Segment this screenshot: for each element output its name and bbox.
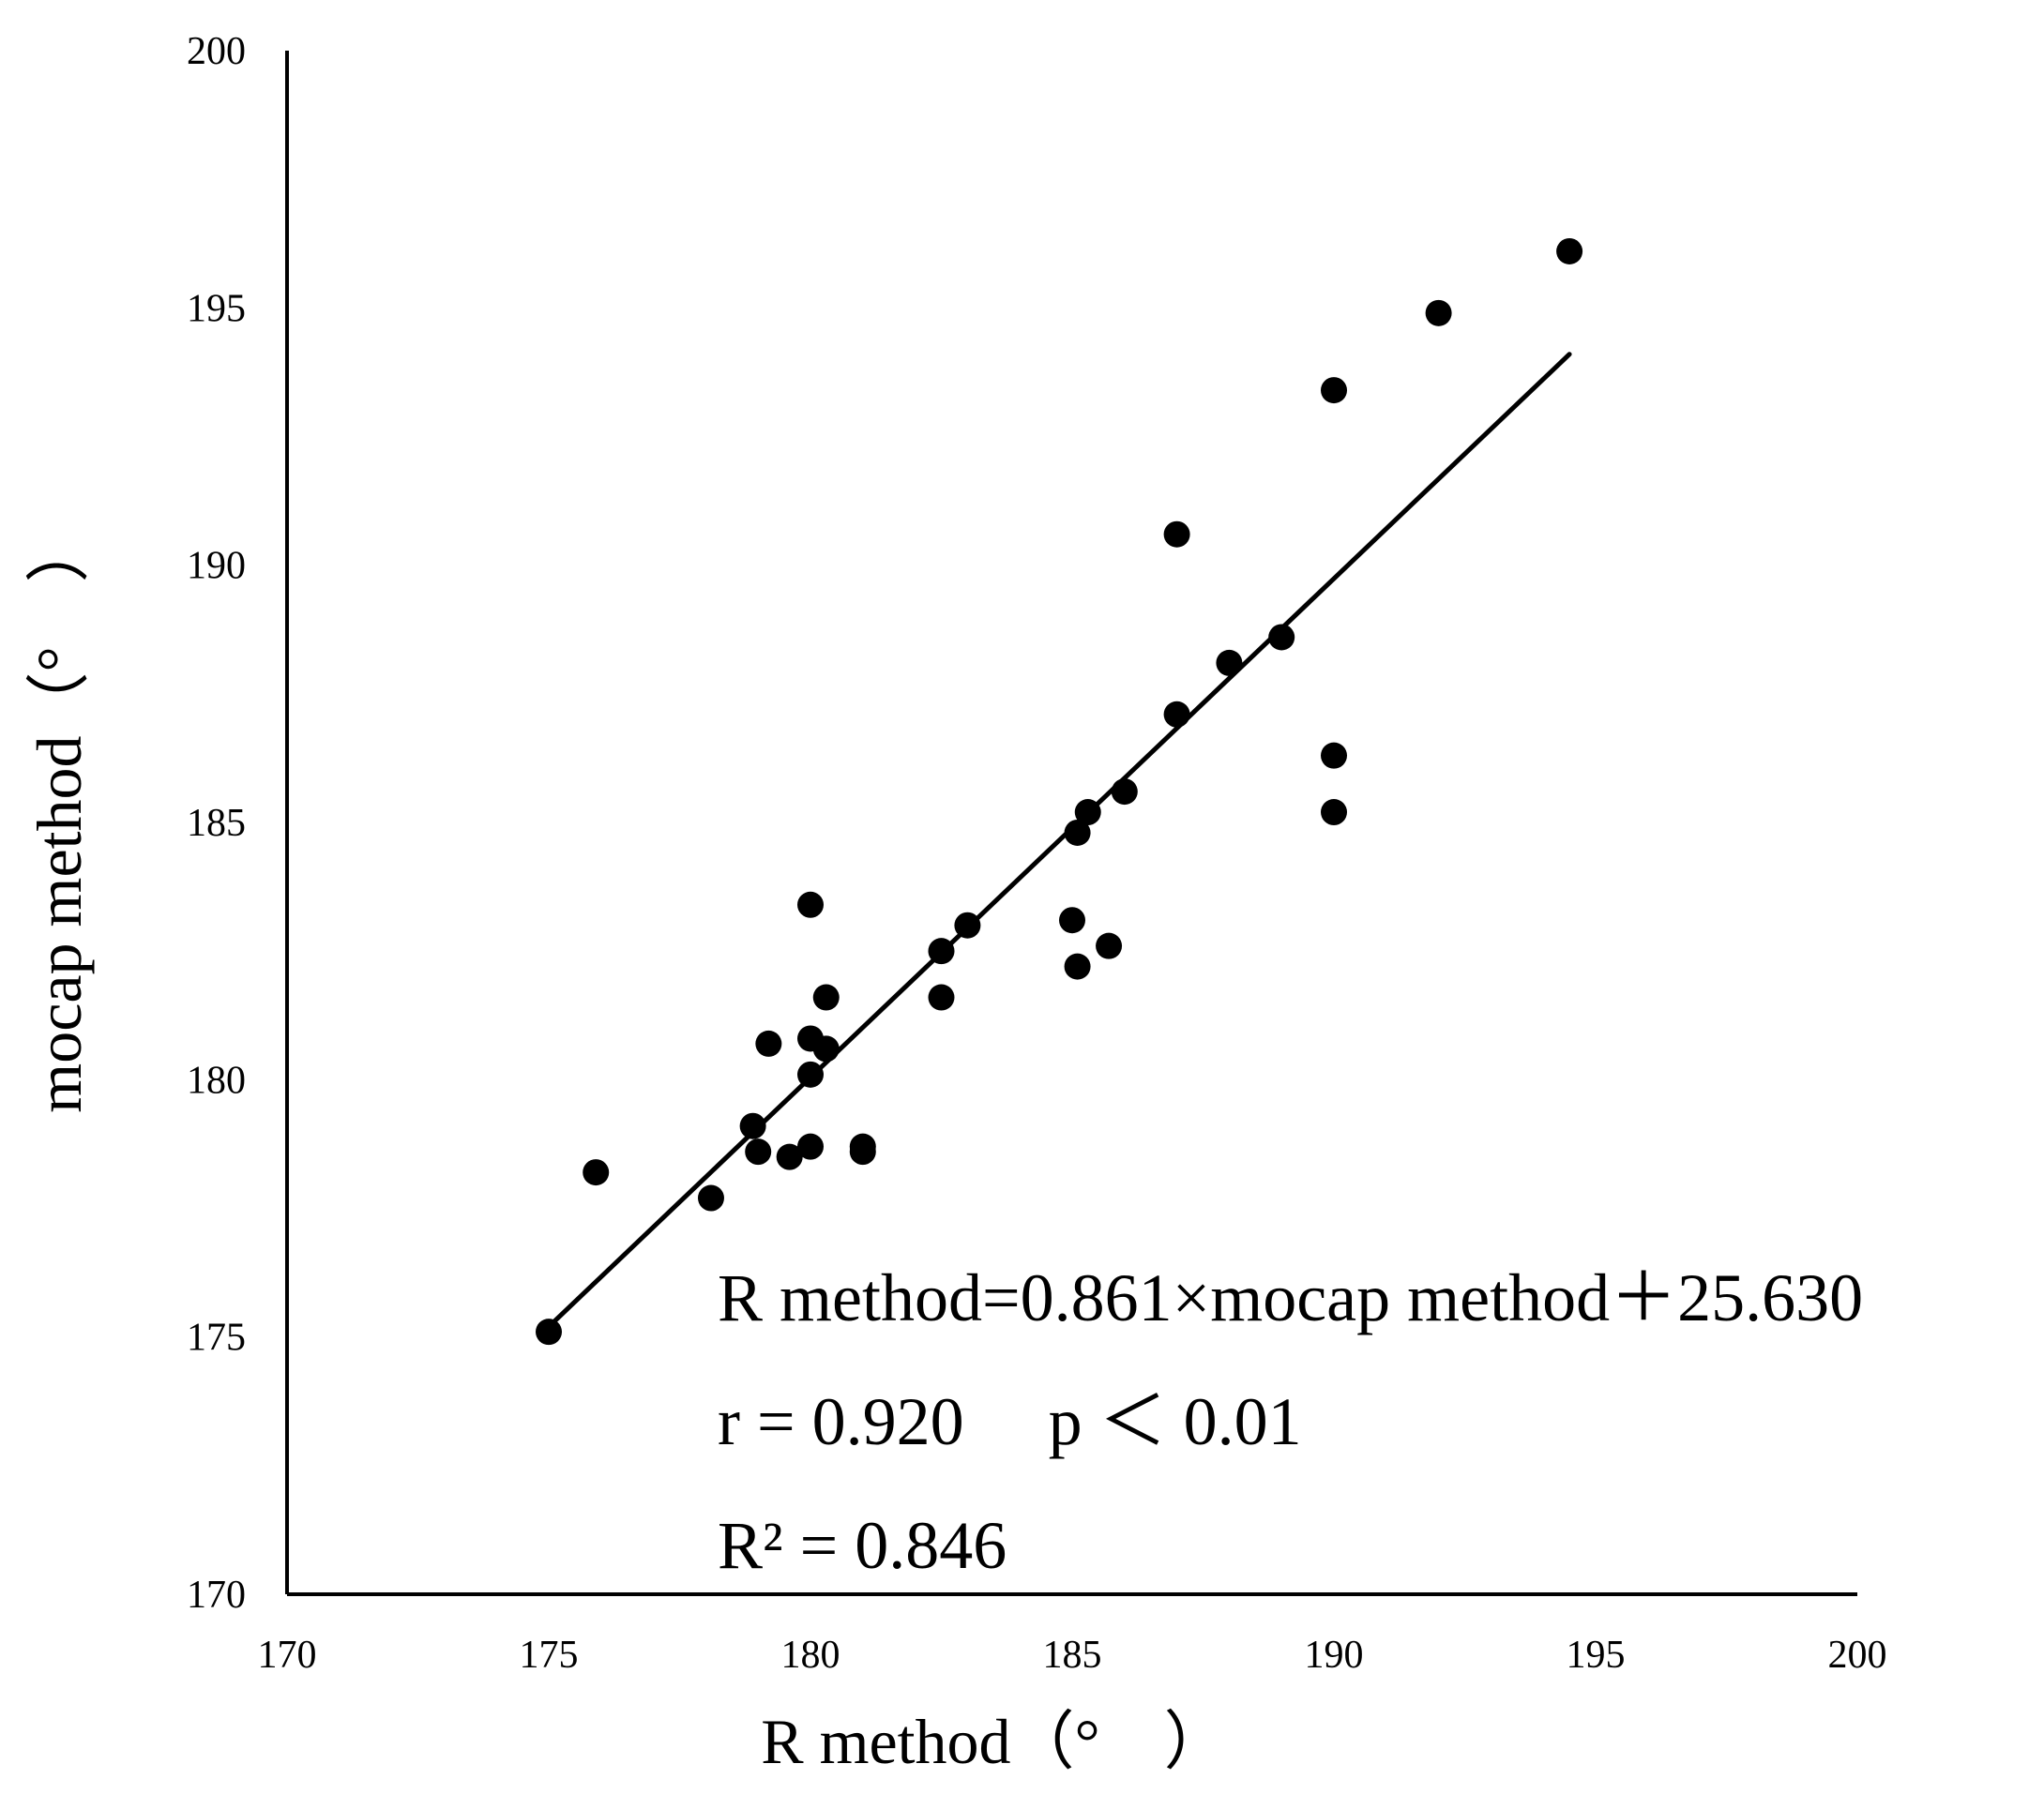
x-tick-label: 190 xyxy=(1305,1634,1364,1677)
y-tick-label: 190 xyxy=(187,545,246,588)
data-point xyxy=(583,1159,610,1186)
x-tick-label: 170 xyxy=(258,1634,317,1677)
data-point xyxy=(1321,377,1347,404)
data-point xyxy=(1268,624,1295,651)
data-point xyxy=(849,1138,876,1166)
correlation-stats: r = 0.920 p ＜ 0.01 xyxy=(718,1384,1302,1459)
data-point xyxy=(697,1184,724,1212)
x-axis-ticks: 170 175 180 185 190 195 200 xyxy=(258,1634,1887,1677)
y-tick-label: 195 xyxy=(187,287,246,330)
data-point xyxy=(1064,819,1091,846)
data-point xyxy=(1064,953,1091,980)
trendline xyxy=(546,352,1572,1330)
data-point xyxy=(797,1061,824,1088)
data-point xyxy=(1425,299,1452,326)
y-tick-label: 180 xyxy=(187,1059,246,1102)
y-tick-label: 185 xyxy=(187,802,246,845)
x-tick-label: 175 xyxy=(520,1634,579,1677)
data-point xyxy=(1059,907,1085,934)
data-point xyxy=(776,1143,803,1170)
y-axis-ticks: 170 175 180 185 190 195 200 xyxy=(187,30,246,1617)
r-squared: R² = 0.846 xyxy=(718,1508,1007,1583)
data-point xyxy=(1321,799,1347,826)
data-point xyxy=(1163,701,1190,728)
x-axis-label: R method（° ） xyxy=(761,1706,1228,1777)
data-point xyxy=(1163,520,1190,548)
data-point xyxy=(536,1319,562,1346)
data-point xyxy=(954,912,981,939)
data-point xyxy=(1216,649,1243,676)
data-point xyxy=(797,1133,824,1160)
data-point xyxy=(1556,237,1583,264)
y-tick-label: 170 xyxy=(187,1574,246,1617)
x-tick-label: 185 xyxy=(1043,1634,1102,1677)
y-tick-label: 200 xyxy=(187,30,246,73)
data-point xyxy=(928,938,955,965)
data-point xyxy=(928,984,955,1011)
y-axis-label: mocap method（° ） xyxy=(23,519,95,1112)
data-point xyxy=(1111,778,1138,806)
data-point xyxy=(1096,932,1123,959)
y-tick-label: 175 xyxy=(187,1317,246,1360)
regression-equation: R method=0.861×mocap method＋25.630 xyxy=(718,1260,1863,1335)
data-points xyxy=(536,237,1583,1346)
x-tick-label: 195 xyxy=(1567,1634,1626,1677)
data-point xyxy=(1321,742,1347,769)
data-point xyxy=(812,984,840,1011)
data-point xyxy=(755,1030,782,1057)
data-point xyxy=(745,1138,772,1166)
data-point xyxy=(739,1112,766,1139)
plot-area: 170 175 180 185 190 195 200 170 175 180 185 190 195… xyxy=(187,30,1887,1677)
data-point xyxy=(812,1035,840,1063)
x-tick-label: 200 xyxy=(1828,1634,1887,1677)
x-tick-label: 180 xyxy=(781,1634,840,1677)
data-point xyxy=(1074,799,1101,826)
data-point xyxy=(797,891,824,918)
